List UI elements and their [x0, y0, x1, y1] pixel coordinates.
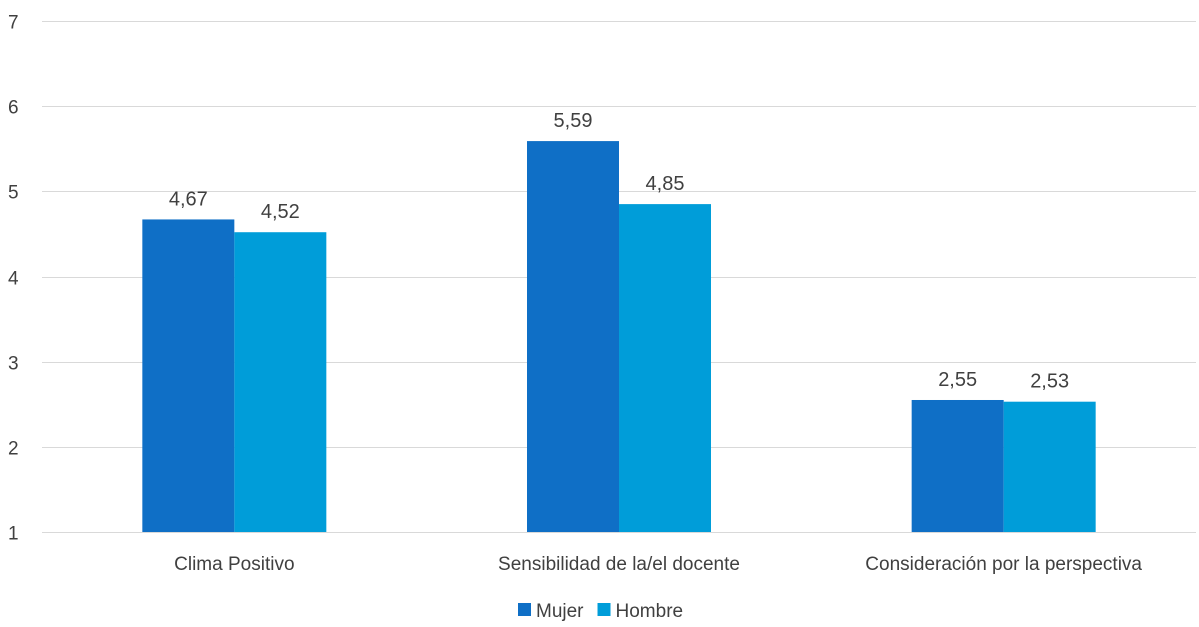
data-label: 2,53: [1030, 371, 1069, 393]
y-tick-label: 4: [8, 269, 19, 290]
y-tick-label: 5: [8, 183, 19, 204]
bar-mujer-0: [142, 219, 235, 532]
data-label: 2,55: [938, 369, 977, 391]
y-tick-label: 3: [8, 354, 19, 375]
data-label: 4,52: [261, 201, 300, 223]
y-tick-label: 2: [8, 439, 19, 460]
bar-hombre-0: [234, 232, 327, 533]
bar-hombre-2: [1003, 401, 1096, 532]
category-label: Clima Positivo: [174, 554, 294, 575]
category-label: Consideración por la perspectiva: [865, 554, 1142, 575]
data-label: 4,85: [646, 173, 685, 195]
y-tick-label: 7: [8, 13, 19, 34]
y-tick-label: 6: [8, 98, 19, 119]
legend-swatch-mujer: [518, 603, 531, 616]
y-axis-ticks: 1 2 3 4 5 6 7: [8, 13, 19, 545]
category-labels: Clima Positivo Sensibilidad de la/el doce…: [174, 554, 1142, 575]
bars: [142, 141, 1096, 533]
bar-hombre-1: [619, 204, 711, 532]
data-labels: 4,67 4,52 5,59 4,85 2,55 2,53: [169, 110, 1069, 393]
y-tick-label: 1: [8, 524, 19, 545]
data-label: 4,67: [169, 188, 208, 210]
bar-mujer-1: [527, 141, 619, 532]
legend-label-hombre: Hombre: [616, 601, 684, 622]
category-label: Sensibilidad de la/el docente: [498, 554, 740, 575]
legend: Mujer Hombre: [518, 601, 683, 622]
legend-label-mujer: Mujer: [536, 601, 584, 622]
data-label: 5,59: [554, 110, 593, 132]
legend-swatch-hombre: [597, 603, 611, 616]
bar-mujer-2: [911, 399, 1004, 532]
